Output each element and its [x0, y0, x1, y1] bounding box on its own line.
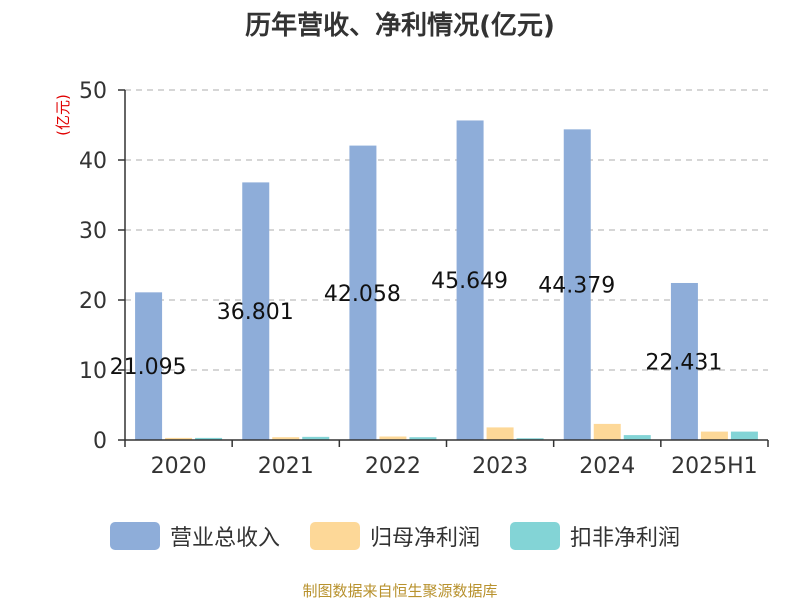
- data-label-revenue: 36.801: [217, 300, 294, 325]
- chart-title: 历年营收、净利情况(亿元): [245, 10, 555, 41]
- bar-parent_net: [486, 427, 514, 440]
- axes: 2020 2021 2022 2023 2024 2025H1: [118, 89, 769, 479]
- data-labels: 21.095 36.801 42.058 45.649 44.379 22.431: [110, 269, 723, 380]
- legend-label-parent_net: 归母净利润: [370, 526, 480, 551]
- x-tick-label: 2023: [472, 454, 528, 479]
- bar-deducted_net: [516, 438, 544, 440]
- y-tick-label: 30: [79, 219, 107, 244]
- x-tick-label: 2021: [258, 454, 314, 479]
- legend: 营业总收入 归母净利润 扣非净利润: [110, 522, 680, 551]
- y-tick-label: 20: [79, 289, 107, 314]
- grid-lines: 0 10 20 30 40 50: [79, 79, 768, 454]
- bars-group: [135, 120, 758, 441]
- bar-deducted_net: [730, 431, 758, 440]
- y-tick-label: 50: [79, 79, 107, 104]
- legend-label-revenue: 营业总收入: [170, 526, 280, 551]
- bar-revenue: [242, 182, 270, 440]
- bar-revenue: [456, 120, 484, 440]
- bar-revenue: [563, 129, 591, 441]
- data-label-revenue: 45.649: [431, 269, 508, 294]
- bar-deducted_net: [409, 437, 437, 440]
- bar-parent_net: [272, 437, 300, 440]
- data-label-revenue: 42.058: [324, 282, 401, 307]
- bar-revenue: [135, 292, 163, 440]
- x-tick-label: 2024: [579, 454, 635, 479]
- legend-label-deducted_net: 扣非净利润: [570, 526, 680, 551]
- data-label-revenue: 22.431: [645, 350, 722, 375]
- bar-parent_net: [700, 431, 728, 440]
- legend-swatch-deducted_net: [510, 522, 560, 550]
- legend-swatch-revenue: [110, 522, 160, 550]
- y-tick-label: 40: [79, 149, 107, 174]
- bar-deducted_net: [302, 436, 330, 440]
- legend-swatch-parent_net: [310, 522, 360, 550]
- data-label-revenue: 21.095: [110, 355, 187, 380]
- data-label-revenue: 44.379: [538, 274, 615, 299]
- bar-parent_net: [593, 423, 621, 440]
- x-tick-label: 2020: [151, 454, 207, 479]
- x-tick-label: 2022: [365, 454, 421, 479]
- bar-deducted_net: [195, 437, 223, 440]
- bar-deducted_net: [623, 435, 651, 440]
- x-tick-label: 2025H1: [671, 454, 758, 479]
- y-tick-label: 10: [79, 359, 107, 384]
- bar-parent_net: [379, 436, 407, 440]
- y-axis-unit-label: (亿元): [54, 94, 72, 136]
- bar-revenue: [349, 145, 377, 440]
- bar-parent_net: [165, 437, 193, 440]
- data-source-note: 制图数据来自恒生聚源数据库: [302, 582, 497, 600]
- y-tick-label: 0: [93, 429, 107, 454]
- bar-revenue: [670, 282, 698, 440]
